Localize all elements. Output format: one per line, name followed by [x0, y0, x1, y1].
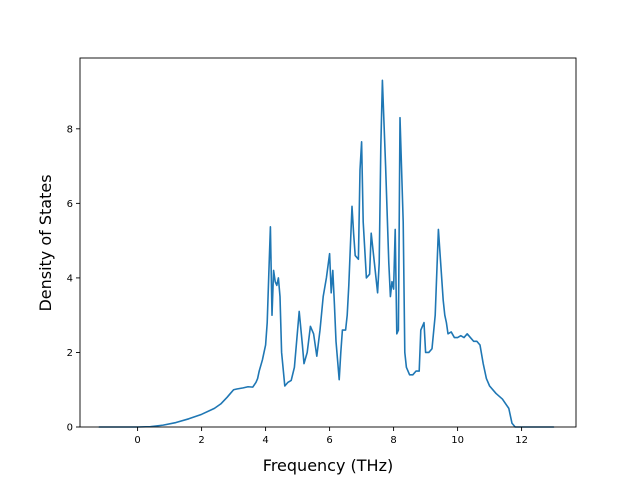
x-tick-label: 4 [262, 435, 268, 446]
x-tick-label: 12 [515, 435, 528, 446]
plot-area [79, 57, 577, 428]
y-tick-label: 4 [67, 273, 73, 284]
x-axis-label: Frequency (THz) [263, 456, 393, 475]
y-tick-label: 0 [67, 423, 73, 434]
axis-ticks: 0 2 4 6 8 10 12 0 2 4 6 8 [67, 124, 528, 446]
y-tick-label: 6 [67, 199, 73, 210]
x-tick-label: 2 [198, 435, 204, 446]
axes-frame [79, 57, 577, 428]
x-tick-label: 0 [134, 435, 140, 446]
y-axis-label: Density of States [36, 174, 55, 311]
series-line-0 [98, 79, 555, 428]
y-tick-label: 2 [67, 348, 73, 359]
y-tick-label: 8 [67, 124, 73, 135]
x-tick-label: 10 [451, 435, 464, 446]
x-tick-label: 6 [326, 435, 332, 446]
x-tick-label: 8 [390, 435, 396, 446]
